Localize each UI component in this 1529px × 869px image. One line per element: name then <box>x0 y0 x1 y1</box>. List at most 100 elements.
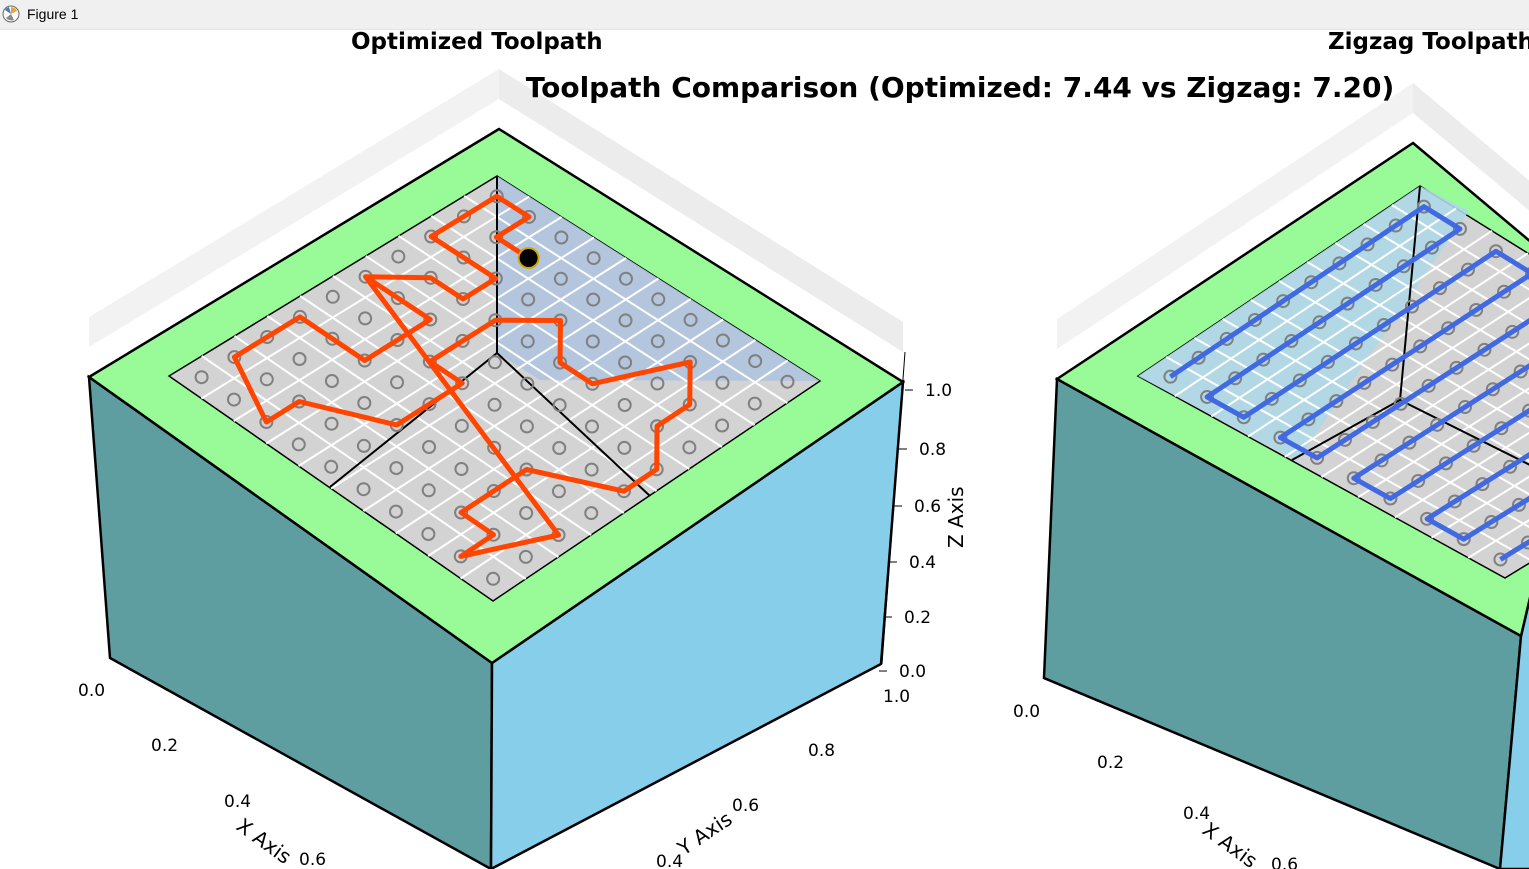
p2-grid-point-marker <box>1219 331 1234 346</box>
p2-grid-point-marker <box>1360 237 1375 252</box>
p2-grid-point-marker <box>1228 371 1243 386</box>
p2-grid-point-marker <box>1368 277 1383 292</box>
p2-grid-point-marker <box>1420 511 1435 526</box>
p1-grid-point-marker <box>715 375 730 390</box>
p2-right-face <box>1498 596 1529 869</box>
p2-grid-point-marker <box>1374 453 1389 468</box>
p1-x-axis-label: X Axis <box>232 813 296 869</box>
p1-z-tick-label: 0.2 <box>904 608 931 628</box>
p2-zigzag-path <box>1169 204 1529 562</box>
p1-grid-point-marker <box>715 418 730 433</box>
p1-pane-left <box>89 69 499 347</box>
p2-grid-point-marker <box>1276 294 1291 309</box>
p1-grid-point-marker <box>650 376 665 391</box>
p1-grid-point-marker <box>586 251 601 266</box>
p2-grid-point-marker <box>1520 535 1529 550</box>
p2-grid-point-marker <box>1432 281 1447 296</box>
p1-grid-point-marker <box>520 376 535 391</box>
p2-grid-point-marker <box>1329 394 1344 409</box>
p1-grid-point-marker <box>391 249 406 264</box>
p1-grid-point-marker <box>455 376 470 391</box>
subplot-title-optimized: Optimized Toolpath <box>351 29 603 55</box>
p2-grid-point-marker <box>1469 302 1484 317</box>
p2-grid-point-marker <box>1460 262 1475 277</box>
p2-grid-point-marker <box>1191 350 1206 365</box>
p2-grid-point-marker <box>1256 352 1271 367</box>
p1-z-axis-line <box>881 351 906 665</box>
p2-grid-point-marker <box>1346 471 1361 486</box>
window-titlebar: Figure 1 <box>0 0 1529 30</box>
p1-grid-point-marker <box>390 291 405 306</box>
p1-grid-point-marker <box>422 354 437 369</box>
p1-grid-point-marker <box>553 271 568 286</box>
p2-grid-point-marker <box>1393 396 1408 411</box>
p1-grid-point-marker <box>388 504 403 519</box>
p1-grid-point-marker <box>423 312 438 327</box>
p2-grid-point-marker <box>1416 199 1431 214</box>
p1-axis-edge <box>329 352 498 488</box>
p2-grid-point-marker <box>1304 275 1319 290</box>
p1-grid-point-marker <box>715 333 730 348</box>
p1-grid-point-marker <box>421 527 436 541</box>
p2-grid-point-marker <box>1438 456 1453 471</box>
p1-grid-point-marker <box>552 398 567 413</box>
p2-grid-point-marker <box>1337 432 1352 447</box>
p2-grid-point-marker <box>1421 378 1436 393</box>
p1-grid-point-marker <box>585 334 600 349</box>
p2-grid-line <box>1467 519 1529 559</box>
p2-grid-point-marker <box>1273 430 1288 445</box>
p2-grid-line <box>1250 299 1529 463</box>
p1-z-tick-label: 0.4 <box>909 553 936 573</box>
p1-grid-point-marker <box>486 571 501 586</box>
figure-suptitle: Toolpath Comparison (Optimized: 7.44 vs … <box>525 71 1395 104</box>
p1-optimized-path <box>231 193 693 559</box>
p2-grid-point-marker <box>1522 403 1529 418</box>
p2-grid-point-marker <box>1441 321 1456 336</box>
p1-grid-point-marker <box>747 396 762 411</box>
p2-grid-point-marker <box>1365 414 1380 429</box>
p1-grid-line <box>427 339 756 557</box>
p2-grid-point-marker <box>1494 421 1509 436</box>
p2-grid-line <box>1357 387 1529 499</box>
p2-grid-point-marker <box>1376 318 1391 333</box>
p1-y-tick-label: 1.0 <box>883 687 910 707</box>
p2-grid-point-marker <box>1348 336 1363 351</box>
p2-grid-point-marker <box>1236 410 1251 425</box>
p1-grid-point-marker <box>422 397 437 412</box>
p2-x-tick-label: 0.4 <box>1183 804 1210 824</box>
p1-grid-point-marker <box>487 355 502 370</box>
p1-grid-point-marker <box>260 330 275 344</box>
p2-grid-point-marker <box>1449 360 1464 375</box>
p1-grid-point-marker <box>683 312 698 327</box>
p1-grid-point-marker <box>586 292 601 307</box>
p1-grid-point-marker <box>617 398 632 412</box>
p1-grid-point-marker <box>358 311 373 326</box>
p2-grid-point-marker <box>1411 473 1426 488</box>
p1-grid-point-marker <box>455 333 470 348</box>
p2-grid-line <box>1431 475 1529 539</box>
p1-grid-point-marker <box>521 292 536 307</box>
p2-pane-right <box>1413 83 1529 211</box>
p1-grid-point-marker <box>454 462 469 476</box>
p2-grid-line <box>1363 223 1529 326</box>
p1-grid-point-marker <box>617 440 632 455</box>
p1-grid-point-marker <box>519 419 534 434</box>
p2-grid-point-marker <box>1424 240 1439 255</box>
p2-grid-point-marker <box>1404 299 1419 314</box>
p1-grid-point-marker <box>324 374 339 388</box>
p1-grid-point-marker <box>356 482 371 497</box>
matplotlib-icon <box>2 5 20 23</box>
p2-grid-point-marker <box>1493 552 1508 567</box>
p1-z-tick-label: 0.0 <box>899 662 926 682</box>
p1-grid-point-marker <box>390 333 405 347</box>
p1-grid-point-marker <box>227 350 242 365</box>
p1-grid-line <box>332 275 658 492</box>
p1-grid-point-marker <box>421 483 436 498</box>
p1-y-tick-label: 0.6 <box>732 796 759 816</box>
p1-grid-point-marker <box>292 309 307 324</box>
p1-grid-point-marker <box>489 230 504 245</box>
p1-grid-point-marker <box>325 331 340 346</box>
p1-grid-point-marker <box>424 229 439 244</box>
p2-grid-point-marker <box>1320 354 1335 369</box>
p2-grid-point-marker <box>1484 515 1499 530</box>
